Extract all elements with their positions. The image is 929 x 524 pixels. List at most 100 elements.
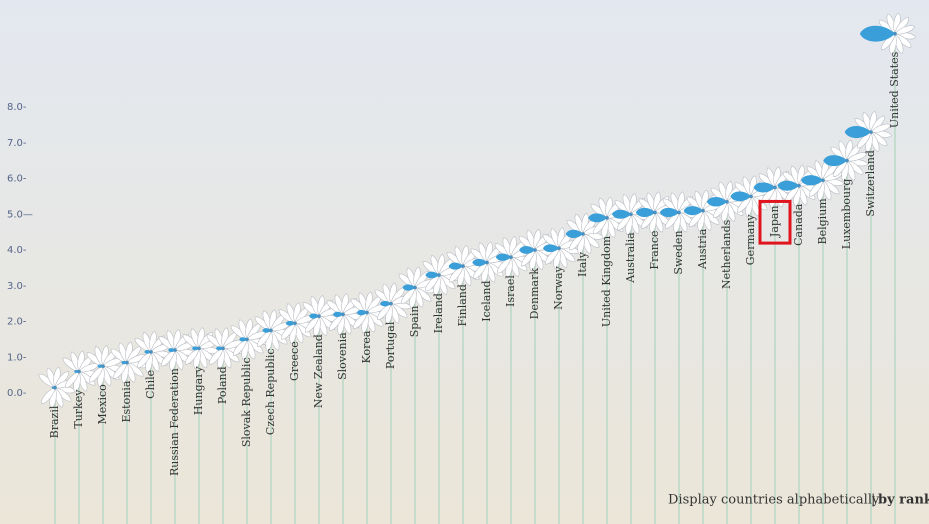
petal (257, 330, 272, 347)
flower-center (173, 348, 177, 352)
flowers (38, 12, 917, 409)
flower (659, 191, 701, 234)
score-petal (683, 206, 703, 216)
flower (374, 282, 413, 325)
petal (89, 365, 104, 383)
flower-center (773, 185, 777, 190)
country-label: New Zealand (312, 334, 325, 408)
petal (209, 347, 224, 365)
country-label: Israel (504, 275, 517, 307)
country-label: Portugal (384, 321, 397, 369)
separator: | (871, 493, 875, 508)
flower-center (629, 212, 633, 217)
score-petal (332, 311, 343, 317)
petal (161, 349, 176, 367)
country-label: Mexico (96, 384, 109, 425)
score-petal (144, 349, 151, 354)
score-petal (168, 348, 175, 353)
flower-center (149, 350, 153, 354)
petal (281, 322, 296, 340)
flower-center (437, 273, 441, 277)
country-label: Ireland (432, 293, 445, 333)
flower (422, 253, 461, 297)
score-petal (262, 328, 271, 333)
country-label: Sweden (672, 230, 685, 274)
flower-center (293, 321, 297, 326)
country-label: Netherlands (720, 219, 733, 289)
y-tick-label: 4.0- (7, 245, 27, 256)
y-tick-label: 0.0- (7, 388, 27, 399)
score-petal (402, 284, 415, 291)
flower-center (845, 158, 849, 163)
country-label: Finland (456, 284, 469, 326)
score-petal (588, 213, 607, 223)
flower-center (101, 364, 105, 368)
petal (473, 262, 488, 279)
country-label: Norway (552, 265, 565, 309)
flower-center (221, 346, 225, 351)
flower (844, 110, 893, 154)
flower (230, 318, 269, 361)
flower-center (197, 346, 201, 351)
flower (302, 295, 341, 338)
score-petal (706, 197, 727, 207)
petal (137, 351, 152, 369)
flower (859, 12, 917, 55)
flower (542, 227, 581, 270)
country-label: Greece (288, 341, 301, 381)
score-petal (519, 246, 535, 254)
score-petal (448, 262, 463, 270)
petal (353, 312, 368, 329)
petal (41, 387, 56, 405)
country-label: Austria (696, 228, 709, 270)
petal (497, 256, 512, 274)
score-petal (495, 253, 511, 261)
score-petal (565, 229, 583, 239)
country-label: Spain (408, 306, 421, 338)
petal (377, 303, 392, 321)
petal (233, 338, 248, 356)
highlight-box (758, 199, 792, 245)
score-petal (380, 300, 391, 307)
flower (206, 327, 245, 370)
flower-center (749, 194, 753, 199)
flower-center (533, 248, 537, 252)
country-label: Poland (216, 366, 229, 404)
flower (134, 330, 173, 373)
sort-rank[interactable]: by rank (878, 493, 929, 508)
country-label: Australia (624, 232, 637, 284)
flower-center (485, 260, 489, 265)
score-petal (635, 207, 655, 217)
score-petal (823, 155, 847, 167)
score-petal (753, 182, 775, 193)
country-label: Slovenia (336, 332, 349, 380)
flower-center (53, 385, 57, 390)
country-label: Luxembourg (840, 179, 853, 250)
flower-center (653, 210, 657, 215)
flower-center (677, 210, 681, 215)
flower-center (341, 312, 345, 317)
country-label: Brazil (48, 405, 61, 438)
flower (706, 180, 749, 223)
y-tick-label: 5.0— (7, 209, 33, 220)
score-petal (309, 313, 319, 319)
country-label: Iceland (480, 281, 493, 322)
flower-center (509, 255, 513, 259)
flower-center (317, 314, 321, 318)
flower-center (725, 199, 729, 204)
country-label: Italy (576, 251, 589, 277)
petal (185, 347, 200, 365)
y-tick-label: 8.0- (7, 102, 27, 113)
petal (305, 315, 320, 333)
country-label: Germany (744, 214, 757, 266)
score-petal (285, 320, 295, 326)
score-petal (859, 25, 895, 42)
flower (565, 212, 605, 255)
country-label: Korea (360, 330, 373, 363)
score-petal (472, 258, 487, 267)
sort-alphabetical[interactable]: Display countries alphabetically (668, 493, 880, 508)
y-tick-label: 2.0- (7, 317, 27, 328)
country-label: United Kingdom (600, 235, 613, 327)
flower-center (701, 208, 705, 213)
